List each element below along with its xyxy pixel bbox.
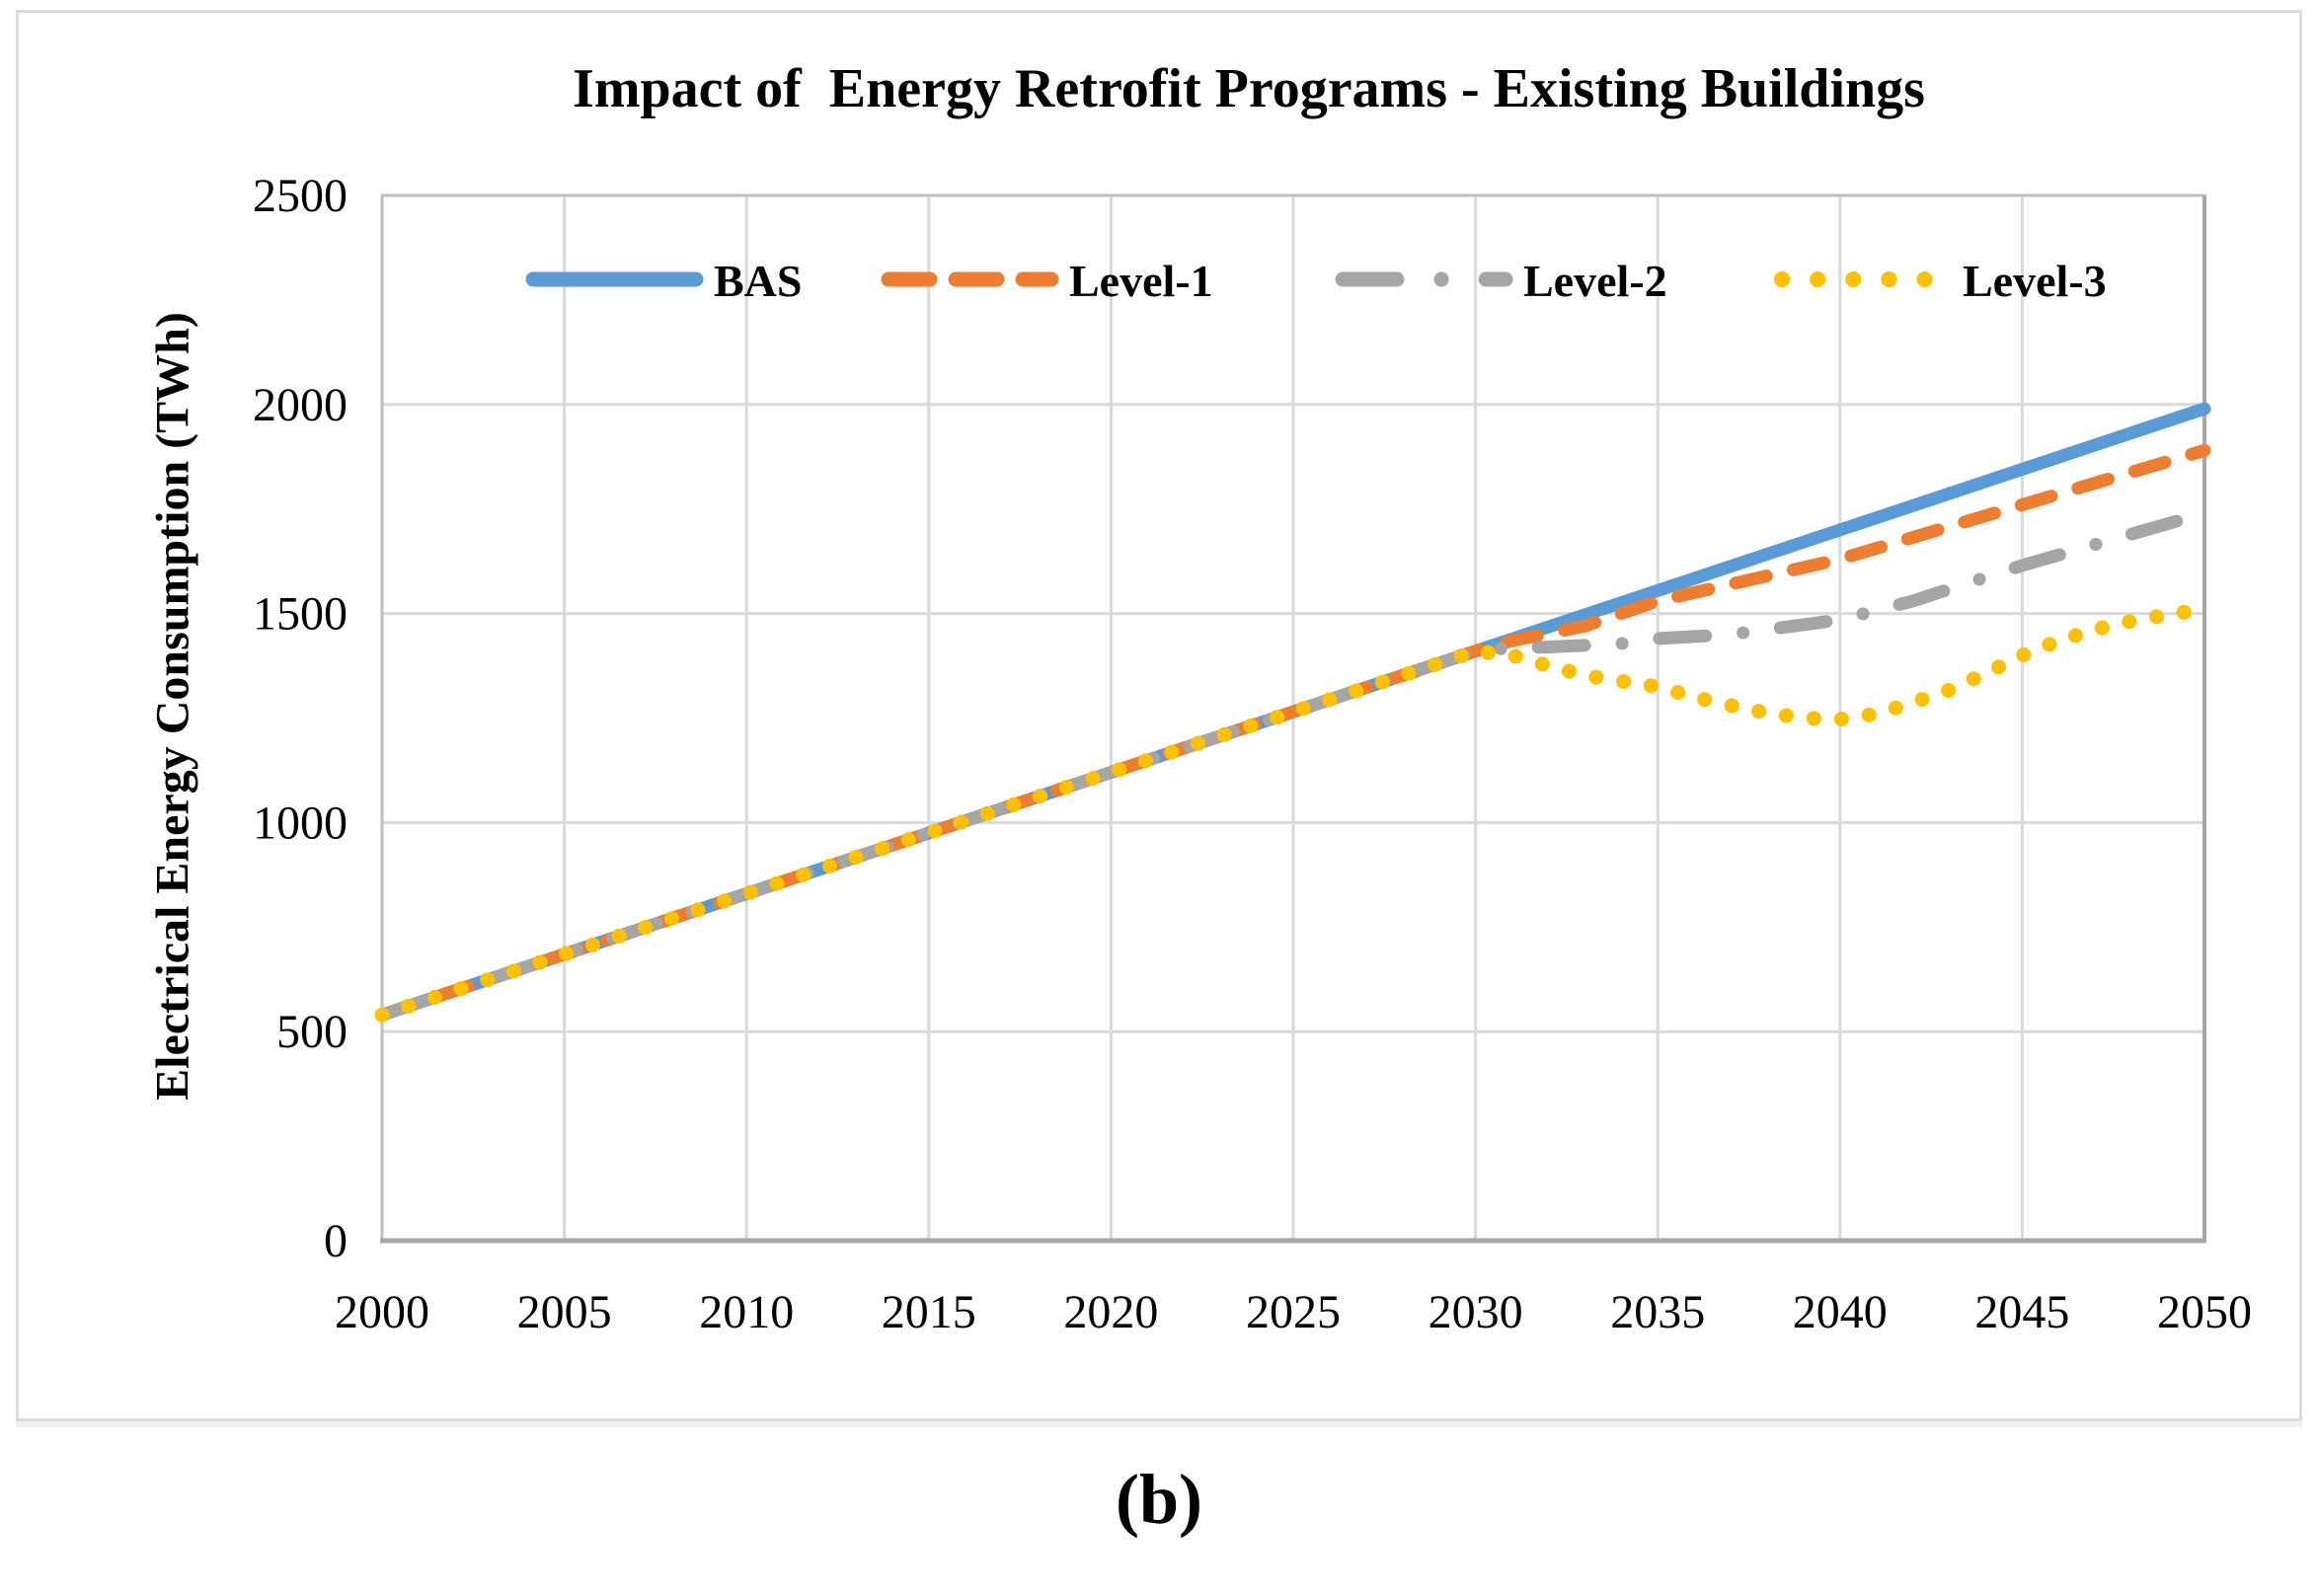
series-line-level-3	[374, 601, 2212, 1023]
x-tick-label: 2015	[882, 1286, 976, 1338]
figure-caption: (b)	[1116, 1460, 1202, 1539]
x-tick-label: 2010	[699, 1286, 794, 1338]
legend-label-level-2: Level-2	[1523, 256, 1667, 306]
x-tick-label: 2040	[1793, 1286, 1888, 1338]
y-tick-label: 1000	[253, 797, 348, 849]
y-tick-label: 1500	[253, 588, 348, 641]
x-tick-label: 2000	[335, 1286, 429, 1338]
y-tick-label: 500	[276, 1006, 348, 1058]
y-tick-label: 2500	[253, 170, 348, 222]
x-tick-label: 2020	[1063, 1286, 1158, 1338]
chart-title: Impact of Energy Retrofit Programs - Exi…	[573, 58, 1925, 119]
legend-label-bas: BAS	[714, 256, 802, 306]
legend-label-level-3: Level-3	[1963, 256, 2107, 306]
x-tick-label: 2035	[1610, 1286, 1705, 1338]
x-tick-label: 2030	[1429, 1286, 1523, 1338]
legend-label-level-1: Level-1	[1069, 256, 1213, 306]
x-tick-label: 2005	[517, 1286, 612, 1338]
x-tick-label: 2025	[1246, 1286, 1341, 1338]
y-tick-label: 2000	[253, 379, 348, 431]
y-tick-label: 0	[324, 1215, 348, 1267]
x-tick-label: 2050	[2157, 1286, 2252, 1338]
x-tick-label: 2045	[1974, 1286, 2069, 1338]
figure-border	[16, 10, 2302, 1421]
series-line-level-2	[375, 506, 2211, 1022]
